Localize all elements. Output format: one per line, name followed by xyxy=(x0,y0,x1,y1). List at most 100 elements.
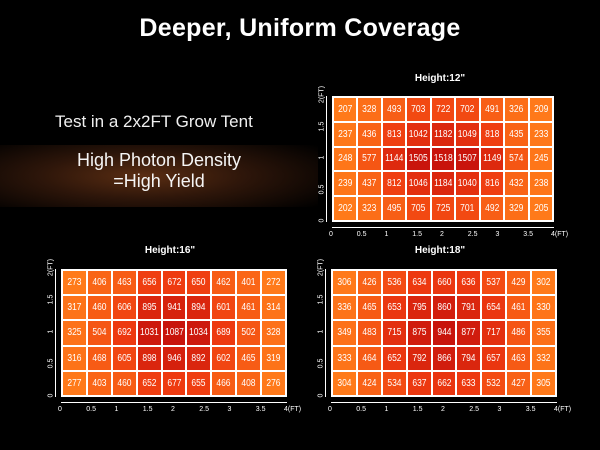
cell-value: 333 xyxy=(337,352,352,364)
panel-title: Height:18" xyxy=(414,245,466,256)
y-tick-label: 0.5 xyxy=(318,184,326,194)
density-line-2: =High Yield xyxy=(113,171,205,191)
cell-value: 692 xyxy=(117,327,132,339)
heatmap-cell: 436 xyxy=(358,122,381,146)
cell-value: 495 xyxy=(387,203,402,215)
heatmap-cell: 463 xyxy=(507,346,531,370)
cell-value: 946 xyxy=(166,352,182,364)
heatmap-cell: 818 xyxy=(480,122,504,146)
heatmap-cell: 602 xyxy=(212,346,236,370)
cell-value: 460 xyxy=(92,302,107,314)
y-tick-label: 1.5 xyxy=(47,294,55,305)
cell-value: 349 xyxy=(337,327,352,339)
y-axis-line xyxy=(55,269,56,397)
cell-value: 1046 xyxy=(409,178,429,190)
cell-value: 493 xyxy=(387,103,402,115)
cell-value: 605 xyxy=(117,352,132,364)
heatmap-cell: 791 xyxy=(457,296,481,320)
heatmap-cell: 1040 xyxy=(456,172,479,196)
cell-value: 248 xyxy=(338,153,353,165)
x-tick-label: 2 xyxy=(441,406,445,413)
heatmap-cell: 355 xyxy=(532,321,555,345)
heatmap-cell: 435 xyxy=(505,122,528,146)
heatmap-cell: 461 xyxy=(507,296,531,320)
cell-value: 464 xyxy=(362,352,377,364)
heatmap-cell: 672 xyxy=(162,271,186,295)
x-tick-label: 2.5 xyxy=(467,231,478,238)
x-axis-line xyxy=(61,402,287,403)
heatmap-cell: 207 xyxy=(334,98,357,121)
cell-value: 461 xyxy=(511,302,526,314)
cell-value: 1505 xyxy=(409,153,429,165)
cell-value: 403 xyxy=(92,377,107,389)
heatmap-cell: 325 xyxy=(63,321,86,345)
cell-value: 537 xyxy=(486,277,501,289)
heatmap-cell: 1087 xyxy=(162,321,186,345)
x-tick-label: 2.5 xyxy=(469,406,479,413)
cell-value: 238 xyxy=(533,178,548,190)
cell-value: 860 xyxy=(436,302,452,314)
cell-value: 325 xyxy=(67,327,82,339)
x-tick-label: 1.5 xyxy=(412,231,422,238)
heatmap-cell: 239 xyxy=(334,172,357,196)
cell-value: 424 xyxy=(362,377,377,389)
x-tick-label: 0.5 xyxy=(356,231,367,238)
heatmap-cell: 1049 xyxy=(456,122,479,146)
cell-value: 316 xyxy=(67,352,82,364)
heatmap-cell: 813 xyxy=(382,122,406,146)
heatmap-cell: 892 xyxy=(187,346,211,370)
heatmap-cell: 277 xyxy=(63,371,86,395)
cell-value: 207 xyxy=(338,103,353,115)
cell-value: 689 xyxy=(216,327,231,339)
heatmap-cell: 486 xyxy=(507,321,531,345)
heatmap-cell: 875 xyxy=(407,321,431,345)
x-tick-label: 3 xyxy=(495,231,500,238)
page-title: Deeper, Uniform Coverage xyxy=(139,14,461,42)
heatmap-cell: 660 xyxy=(432,271,456,295)
heatmap-cell: 860 xyxy=(432,296,456,320)
heatmap-cell: 812 xyxy=(382,172,406,196)
heatmap-cell: 432 xyxy=(505,172,528,196)
cell-value: 894 xyxy=(191,302,206,314)
x-tick-label: 1.5 xyxy=(412,406,423,413)
cell-value: 1042 xyxy=(409,128,429,140)
heatmap-cell: 323 xyxy=(358,197,381,220)
y-axis-line xyxy=(325,269,326,397)
heatmap-cell: 1505 xyxy=(407,147,430,171)
heatmap-cell: 653 xyxy=(382,296,406,320)
y-tick-label: 1 xyxy=(318,155,326,160)
cell-value: 574 xyxy=(509,153,524,165)
heatmap-cell: 426 xyxy=(357,271,381,295)
heatmap-cell: 466 xyxy=(212,371,236,395)
cell-value: 653 xyxy=(387,302,402,314)
heatmap-cell: 601 xyxy=(212,296,236,320)
cell-value: 202 xyxy=(338,203,353,215)
heatmap-cell: 403 xyxy=(87,371,111,395)
cell-value: 330 xyxy=(536,302,551,314)
heatmap-cell: 536 xyxy=(382,271,406,295)
heatmap-grid: 306 426 536 634 660 636 537 429 302 336 465 653 795 8… xyxy=(331,269,557,397)
x-tick-label: 1 xyxy=(384,406,389,413)
heatmap-cell: 328 xyxy=(358,98,381,121)
x-axis-line xyxy=(332,227,554,228)
cell-value: 277 xyxy=(67,377,82,389)
cell-value: 944 xyxy=(436,327,452,339)
cell-value: 432 xyxy=(509,178,524,190)
cell-value: 877 xyxy=(461,327,476,339)
cell-value: 305 xyxy=(536,377,551,389)
y-tick-label: 0 xyxy=(47,393,55,398)
cell-value: 818 xyxy=(484,128,499,140)
heatmap-cell: 692 xyxy=(112,321,136,345)
cell-value: 703 xyxy=(411,103,426,115)
glow-band xyxy=(0,145,318,207)
heatmap-cell: 464 xyxy=(357,346,381,370)
heatmap-cell: 1149 xyxy=(480,147,504,171)
heatmap-cell: 1034 xyxy=(187,321,211,345)
heatmap-cell: 715 xyxy=(382,321,406,345)
cell-value: 336 xyxy=(337,302,352,314)
cell-value: 328 xyxy=(362,103,377,115)
heatmap-cell: 302 xyxy=(532,271,555,295)
y-tick-label: 0.5 xyxy=(47,358,55,369)
cell-value: 245 xyxy=(533,153,548,165)
heatmap-cell: 877 xyxy=(457,321,481,345)
